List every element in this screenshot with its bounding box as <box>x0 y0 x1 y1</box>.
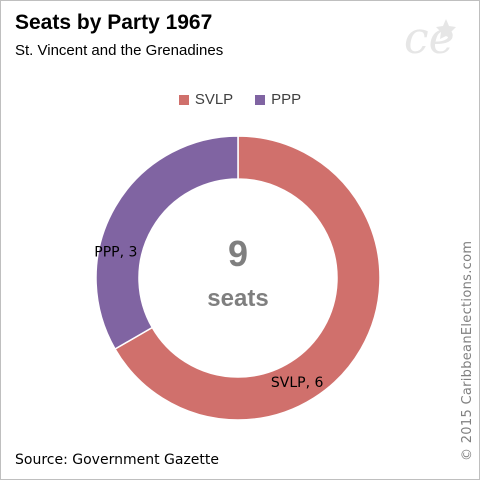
legend: SVLP PPP <box>1 91 479 108</box>
source-note: Source: Government Gazette <box>15 452 219 468</box>
legend-label-svlp: SVLP <box>194 91 234 108</box>
chart-title: Seats by Party 1967 <box>15 11 213 34</box>
copyright-note: © 2015 CaribbeanElections.com <box>460 240 475 461</box>
chart-subtitle: St. Vincent and the Grenadines <box>15 42 224 59</box>
donut-slice-svlp <box>113 135 381 421</box>
data-label-ppp: PPP, 3 <box>94 245 137 261</box>
legend-item-svlp: SVLP <box>178 91 234 108</box>
center-total: 9 <box>228 233 248 274</box>
legend-item-ppp: PPP <box>255 91 301 108</box>
center-unit: seats <box>207 285 268 312</box>
legend-label-ppp: PPP <box>271 91 302 108</box>
legend-swatch-ppp <box>255 94 266 105</box>
ce-logo-icon: ce <box>404 13 456 64</box>
donut-slice-ppp <box>95 135 239 351</box>
legend-swatch-svlp <box>178 94 189 105</box>
data-label-svlp: SVLP, 6 <box>271 375 324 391</box>
